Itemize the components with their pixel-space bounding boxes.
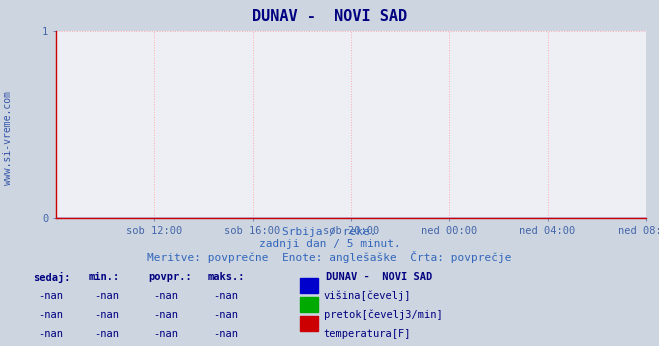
Text: -nan: -nan: [38, 310, 63, 320]
Text: -nan: -nan: [94, 329, 119, 339]
Text: -nan: -nan: [94, 310, 119, 320]
Text: -nan: -nan: [154, 291, 179, 301]
Text: -nan: -nan: [38, 291, 63, 301]
Text: Srbija / reke.: Srbija / reke.: [282, 227, 377, 237]
Text: -nan: -nan: [94, 291, 119, 301]
Text: -nan: -nan: [213, 310, 238, 320]
Text: temperatura[F]: temperatura[F]: [324, 329, 411, 339]
Text: maks.:: maks.:: [208, 272, 245, 282]
Text: DUNAV -  NOVI SAD: DUNAV - NOVI SAD: [252, 9, 407, 24]
Text: -nan: -nan: [213, 329, 238, 339]
Text: pretok[čevelj3/min]: pretok[čevelj3/min]: [324, 310, 442, 320]
Text: -nan: -nan: [38, 329, 63, 339]
Text: DUNAV -  NOVI SAD: DUNAV - NOVI SAD: [326, 272, 432, 282]
Text: višina[čevelj]: višina[čevelj]: [324, 291, 411, 301]
Text: zadnji dan / 5 minut.: zadnji dan / 5 minut.: [258, 239, 401, 249]
Text: -nan: -nan: [154, 310, 179, 320]
Text: -nan: -nan: [154, 329, 179, 339]
Text: Meritve: povprečne  Enote: anglešaške  Črta: povprečje: Meritve: povprečne Enote: anglešaške Črt…: [147, 251, 512, 263]
Text: www.si-vreme.com: www.si-vreme.com: [3, 91, 13, 185]
Text: sedaj:: sedaj:: [33, 272, 71, 283]
Text: povpr.:: povpr.:: [148, 272, 192, 282]
Text: min.:: min.:: [89, 272, 120, 282]
Text: -nan: -nan: [213, 291, 238, 301]
